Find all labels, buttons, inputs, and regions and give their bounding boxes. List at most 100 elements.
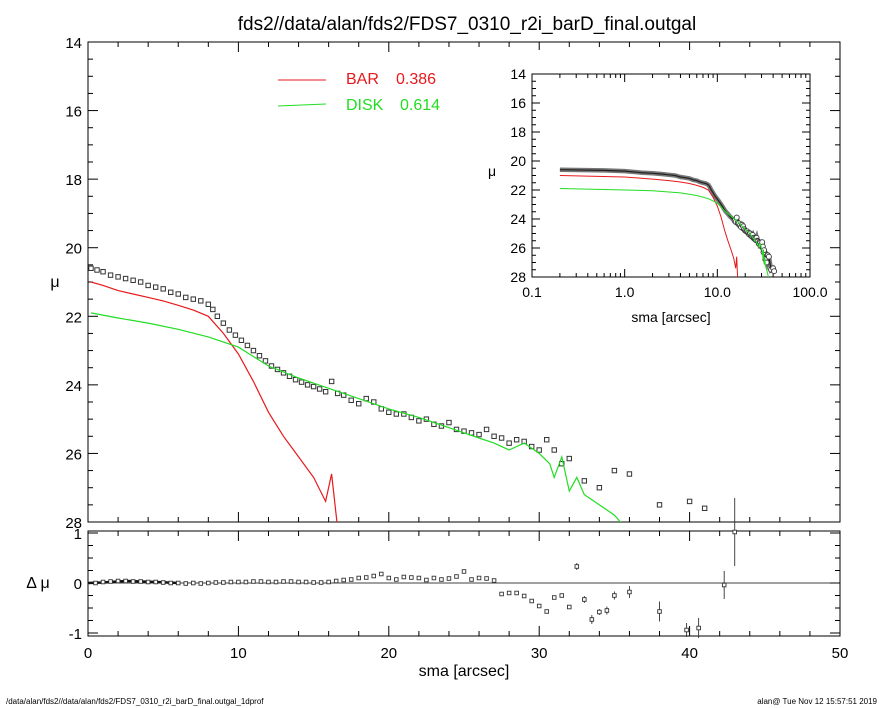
residual-point: [93, 580, 98, 586]
data-point: [107, 272, 114, 278]
residual-point: [341, 577, 346, 583]
data-point: [100, 269, 106, 275]
residual-point: [401, 574, 407, 580]
residual-point: [721, 582, 727, 588]
data-point: [210, 306, 216, 313]
data-point: [551, 447, 557, 453]
inset-x-axis-label: sma [arcsec]: [631, 309, 710, 325]
data-point: [250, 347, 257, 354]
footer-filepath: /data/alan/fds2//data/alan/fds2/FDS7_031…: [6, 697, 264, 706]
data-point: [316, 386, 323, 392]
data-point: [476, 431, 482, 438]
residual-point: [627, 589, 632, 595]
inset-data: [559, 167, 778, 277]
data-point: [566, 455, 572, 462]
residual-y-tick-label: 0: [74, 576, 82, 593]
residual-point: [236, 579, 241, 585]
inset-y-tick-label: 16: [510, 95, 526, 111]
residual-point: [529, 598, 534, 604]
inset-data-point: [771, 268, 778, 275]
residual-x-tick-label: 40: [681, 645, 698, 662]
residual-point: [175, 580, 181, 586]
data-point: [226, 327, 233, 333]
residual-point: [589, 617, 595, 622]
inset-y-tick-label: 18: [510, 124, 526, 140]
residual-point: [348, 577, 354, 582]
data-point: [483, 426, 490, 433]
residual-x-tick-label: 50: [832, 645, 849, 662]
residual-point: [696, 625, 701, 631]
inset-data-point: [765, 253, 772, 260]
data-point: [386, 409, 392, 415]
data-point: [238, 337, 245, 343]
data-point: [232, 332, 239, 338]
residual-point: [544, 609, 549, 614]
inset-plot: μ sma [arcsec] 0.1 1.0 10.0 100.0 14 16 18 20 22…: [480, 50, 828, 335]
data-point: [214, 313, 221, 319]
residual-point: [198, 581, 204, 586]
main-plot: μ 14 16 18 20 22 24 26 28: [50, 35, 841, 532]
data-point: [244, 342, 251, 349]
residual-point: [657, 609, 662, 614]
residual-point: [288, 579, 294, 584]
main-y-axis-label: μ: [50, 274, 59, 291]
residual-point: [168, 580, 173, 586]
inset-y-axis-label: μ: [488, 163, 496, 179]
residual-point: [371, 573, 377, 579]
data-point: [88, 265, 94, 271]
residual-point: [469, 577, 474, 582]
data-point: [94, 267, 100, 273]
inset-x-tick-label: 100.0: [792, 284, 827, 300]
residual-point: [191, 580, 196, 586]
data-point: [348, 397, 354, 403]
residual-point: [311, 580, 316, 585]
data-point: [498, 435, 505, 441]
data-point: [611, 467, 618, 474]
inset-x-tick-label: 0.1: [522, 284, 542, 300]
residual-point: [484, 576, 489, 581]
data-point: [262, 358, 269, 364]
residual-point: [409, 575, 414, 580]
residual-y-tick-label: -1: [69, 626, 82, 643]
residual-point: [228, 579, 234, 585]
residual-point: [431, 575, 437, 581]
residual-point: [567, 604, 572, 610]
data-point: [393, 411, 400, 417]
data-point: [160, 286, 166, 292]
residual-point: [326, 579, 331, 585]
data-point: [130, 277, 136, 283]
data-point: [506, 440, 512, 446]
residual-point: [296, 579, 301, 585]
residual-point: [333, 578, 339, 584]
residual-point: [386, 575, 392, 581]
inset-series-line-disk: [559, 188, 769, 277]
inset-plot-background: [480, 50, 825, 335]
data-point: [686, 498, 693, 505]
residual-point: [582, 597, 587, 602]
data-point: [175, 291, 181, 297]
inset-x-tick-label: 10.0: [704, 284, 731, 300]
residual-point: [446, 576, 452, 581]
data-point: [491, 433, 497, 439]
residual-point: [597, 609, 602, 615]
x-axis-label: sma [arcsec]: [419, 663, 510, 680]
residual-point: [551, 595, 557, 600]
series-line-disk: [90, 312, 622, 522]
residual-point: [213, 580, 219, 585]
residual-point: [145, 579, 151, 585]
residual-point: [612, 593, 617, 598]
data-point: [544, 437, 550, 443]
residual-point: [424, 577, 429, 583]
data-point: [656, 502, 663, 508]
inset-series-line-bar: [559, 175, 739, 277]
main-y-tick-label: 26: [65, 446, 82, 463]
legend-label-bar: BAR: [346, 71, 379, 88]
data-point: [190, 296, 196, 302]
residual-point: [130, 579, 136, 584]
residual-point: [416, 575, 422, 581]
residual-point: [363, 575, 369, 580]
residual-point: [266, 579, 271, 585]
main-data: [88, 265, 708, 522]
